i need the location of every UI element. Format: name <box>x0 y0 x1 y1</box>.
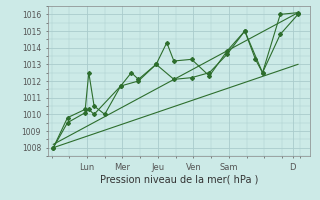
X-axis label: Pression niveau de la mer( hPa ): Pression niveau de la mer( hPa ) <box>100 175 258 185</box>
